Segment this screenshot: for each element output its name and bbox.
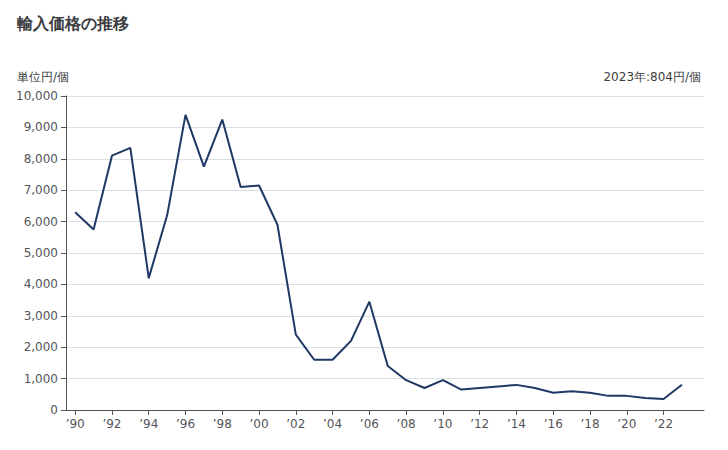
svg-text:’94: ’94 — [139, 417, 158, 431]
svg-text:’02: ’02 — [286, 417, 305, 431]
svg-text:’12: ’12 — [470, 417, 489, 431]
svg-text:8,000: 8,000 — [24, 152, 58, 166]
svg-text:’14: ’14 — [507, 417, 526, 431]
svg-text:4,000: 4,000 — [24, 277, 58, 291]
svg-text:’08: ’08 — [397, 417, 416, 431]
svg-text:7,000: 7,000 — [24, 183, 58, 197]
svg-text:6,000: 6,000 — [24, 215, 58, 229]
svg-text:’20: ’20 — [617, 417, 636, 431]
svg-text:2023年:804円/個: 2023年:804円/個 — [603, 70, 701, 84]
svg-text:’22: ’22 — [654, 417, 673, 431]
svg-text:’16: ’16 — [544, 417, 563, 431]
svg-text:’06: ’06 — [360, 417, 379, 431]
svg-text:輸入価格の推移: 輸入価格の推移 — [16, 14, 129, 33]
svg-text:’90: ’90 — [66, 417, 85, 431]
svg-text:2,000: 2,000 — [24, 340, 58, 354]
svg-text:単位円/個: 単位円/個 — [17, 70, 69, 84]
svg-text:’18: ’18 — [580, 417, 599, 431]
svg-text:0: 0 — [50, 403, 58, 417]
svg-text:’04: ’04 — [323, 417, 342, 431]
svg-text:3,000: 3,000 — [24, 309, 58, 323]
svg-text:’10: ’10 — [433, 417, 452, 431]
svg-text:1,000: 1,000 — [24, 372, 58, 386]
svg-text:9,000: 9,000 — [24, 120, 58, 134]
svg-text:’96: ’96 — [176, 417, 195, 431]
svg-text:5,000: 5,000 — [24, 246, 58, 260]
svg-text:10,000: 10,000 — [16, 89, 58, 103]
svg-text:’92: ’92 — [102, 417, 121, 431]
svg-text:’00: ’00 — [250, 417, 269, 431]
svg-text:’98: ’98 — [213, 417, 232, 431]
